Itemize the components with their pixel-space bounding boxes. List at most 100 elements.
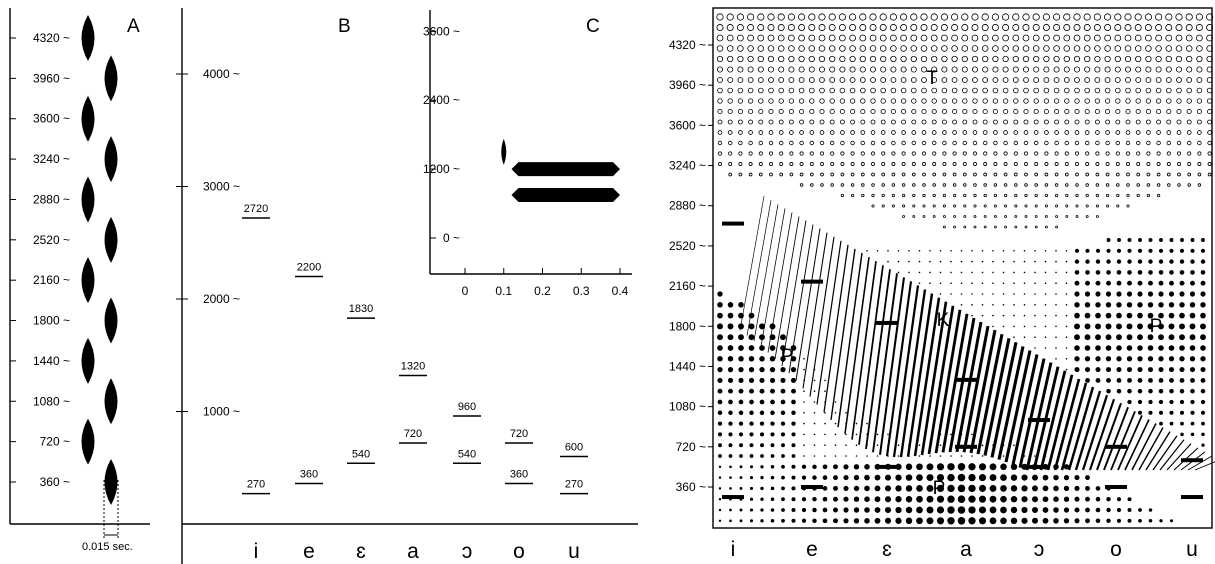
texture-dot	[981, 293, 984, 295]
texture-circle	[748, 172, 753, 177]
texture-circle	[849, 87, 856, 94]
texture-dot	[968, 484, 976, 493]
texture-dot	[803, 401, 805, 403]
texture-circle	[942, 162, 947, 166]
texture-circle	[758, 151, 763, 156]
texture-dot	[1148, 377, 1153, 383]
texture-circle	[921, 87, 927, 94]
texture-circle	[849, 66, 856, 73]
texture-dot	[971, 433, 973, 436]
texture-circle	[788, 77, 795, 83]
texture-circle	[891, 151, 896, 156]
texture-dot	[770, 519, 775, 523]
texture-hatch	[941, 313, 969, 453]
texture-dot	[718, 454, 722, 458]
tick-label: ɔ	[1034, 538, 1045, 561]
texture-circle	[973, 162, 977, 166]
texture-hatch	[934, 309, 962, 454]
texture-dot	[729, 487, 732, 490]
texture-dot	[824, 444, 826, 447]
texture-circle	[900, 45, 907, 52]
texture-circle	[1196, 77, 1203, 83]
texture-circle	[963, 225, 967, 229]
texture-circle	[717, 140, 723, 146]
texture-dot	[1074, 334, 1080, 341]
texture-dot	[1044, 304, 1047, 306]
texture-dot	[1169, 238, 1174, 242]
texture-dot	[1002, 260, 1005, 263]
tick-label: 2880 ~	[669, 199, 706, 213]
glottal-pulse	[81, 15, 95, 61]
texture-dot	[897, 250, 900, 252]
texture-circle	[941, 98, 948, 104]
texture-circle	[1175, 24, 1183, 31]
texture-circle	[1166, 87, 1172, 94]
texture-circle	[1074, 108, 1080, 115]
texture-dot	[1106, 388, 1111, 394]
texture-circle	[982, 66, 989, 73]
texture-hatch	[1187, 455, 1213, 471]
texture-circle	[921, 108, 927, 115]
texture-dot	[1116, 345, 1122, 351]
texture-circle	[900, 98, 907, 104]
texture-circle	[1043, 77, 1050, 83]
texture-dot	[718, 465, 722, 469]
tick-label: 540	[458, 448, 476, 460]
texture-circle	[839, 108, 845, 115]
texture-dot	[748, 366, 755, 373]
texture-dot	[812, 496, 817, 502]
texture-dot	[843, 485, 849, 491]
texture-circle	[983, 225, 987, 229]
texture-circle	[1165, 13, 1173, 21]
texture-circle	[1094, 66, 1101, 73]
texture-dot	[1190, 270, 1195, 275]
texture-dot	[1126, 367, 1133, 373]
texture-hatch	[1004, 350, 1032, 463]
texture-circle	[757, 34, 765, 42]
texture-dot	[748, 323, 755, 330]
texture-dot	[812, 518, 817, 524]
texture-circle	[871, 204, 875, 208]
texture-circle	[981, 13, 989, 21]
texture-circle	[849, 24, 857, 31]
texture-circle	[829, 98, 835, 104]
texture-circle	[1104, 77, 1111, 83]
texture-dot	[1055, 347, 1057, 349]
texture-circle	[921, 130, 927, 135]
texture-dot	[717, 291, 723, 297]
texture-circle	[747, 24, 755, 31]
texture-circle	[1004, 215, 1007, 218]
texture-dot	[1116, 377, 1122, 383]
texture-dot	[1013, 293, 1015, 295]
texture-circle	[717, 119, 723, 125]
tick-label: 4320 ~	[669, 38, 706, 52]
texture-dot	[1106, 259, 1111, 264]
texture-hatch	[802, 232, 828, 389]
texture-circle	[1166, 162, 1171, 166]
texture-circle	[830, 140, 835, 146]
texture-hatch	[1025, 362, 1053, 471]
texture-circle	[1043, 55, 1050, 63]
texture-dot	[1074, 312, 1080, 319]
texture-circle	[1145, 66, 1152, 73]
texture-circle	[819, 98, 825, 104]
texture-circle	[1145, 55, 1152, 63]
texture-dot	[1180, 432, 1184, 437]
texture-circle	[1043, 98, 1050, 104]
texture-dot	[1189, 312, 1196, 319]
texture-circle	[738, 140, 743, 146]
texture-circle	[910, 55, 917, 63]
tick-label: 600	[565, 442, 583, 454]
texture-dot	[780, 356, 786, 362]
texture-dot	[1168, 334, 1175, 341]
texture-circle	[829, 87, 835, 94]
texture-dot	[770, 486, 775, 491]
tick-label: 0.2	[534, 284, 551, 298]
f1-mark	[801, 485, 823, 489]
texture-circle	[922, 204, 926, 208]
texture-dot	[1065, 368, 1068, 371]
texture-dot	[1105, 345, 1112, 351]
texture-dot	[1034, 314, 1036, 317]
texture-dot	[813, 455, 816, 457]
texture-circle	[880, 119, 886, 125]
